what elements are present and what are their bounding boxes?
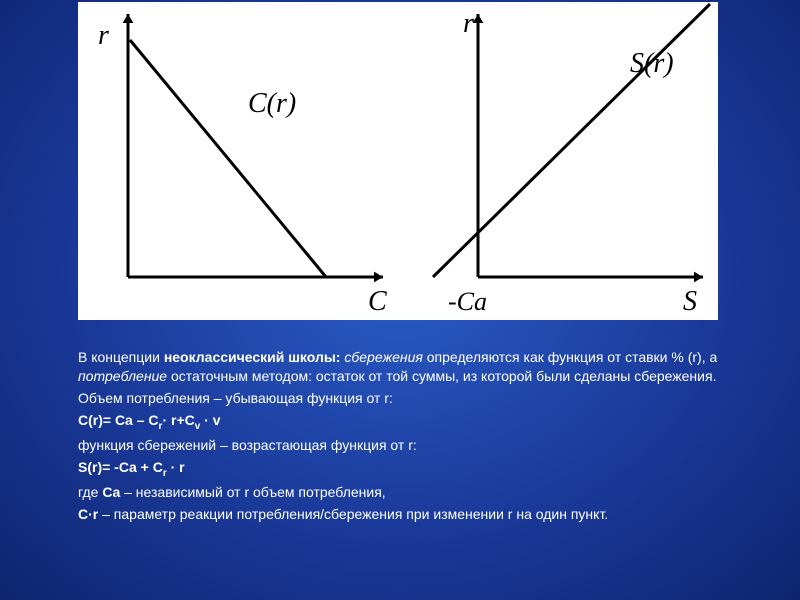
- para-4: функция сбережений – возрастающая функци…: [78, 436, 738, 455]
- t: S(r)= -Cа + C: [78, 459, 163, 475]
- charts-svg: r C C(r) r S S(r) -Cа: [78, 2, 718, 320]
- t: · r+C: [162, 412, 194, 428]
- para-5: S(r)= -Cа + Cr · r: [78, 458, 738, 480]
- para-1: В концепции неоклассический школы: сбере…: [78, 348, 738, 386]
- t: неоклассический школы:: [164, 349, 341, 365]
- t: где: [78, 484, 102, 500]
- svg-text:C(r): C(r): [248, 88, 296, 119]
- para-2: Объем потребления – убывающая функция от…: [78, 389, 738, 408]
- t: потребление: [78, 368, 167, 384]
- svg-text:r: r: [463, 8, 474, 39]
- chart-panel: r C C(r) r S S(r) -Cа: [78, 2, 718, 320]
- t: – параметр реакции потребления/сбережени…: [98, 506, 608, 522]
- para-7: C·r – параметр реакции потребления/сбере…: [78, 505, 738, 524]
- description-text: В концепции неоклассический школы: сбере…: [78, 348, 738, 527]
- svg-text:C: C: [368, 286, 387, 317]
- para-6: где Cа – независимый от r объем потребле…: [78, 483, 738, 502]
- t: определяются как функция от ставки % (r)…: [423, 349, 717, 365]
- t: Cа: [102, 484, 120, 500]
- t: В концепции: [78, 349, 164, 365]
- t: C·r: [78, 506, 98, 522]
- t: – независимый от r объем потребления,: [120, 484, 385, 500]
- svg-text:-Cа: -Cа: [448, 287, 487, 316]
- t: остаточным методом: остаток от той суммы…: [167, 368, 716, 384]
- t: C(r)= Cа – C: [78, 412, 159, 428]
- t: · v: [200, 412, 220, 428]
- t: сбережения: [340, 349, 422, 365]
- t: · r: [167, 459, 185, 475]
- svg-text:S: S: [683, 286, 697, 317]
- para-3: C(r)= Cа – Cr· r+Cv · v: [78, 411, 738, 433]
- svg-text:r: r: [98, 20, 109, 51]
- svg-text:S(r): S(r): [630, 48, 674, 79]
